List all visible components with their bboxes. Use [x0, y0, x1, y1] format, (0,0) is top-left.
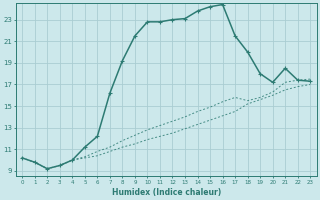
X-axis label: Humidex (Indice chaleur): Humidex (Indice chaleur) [112, 188, 221, 197]
